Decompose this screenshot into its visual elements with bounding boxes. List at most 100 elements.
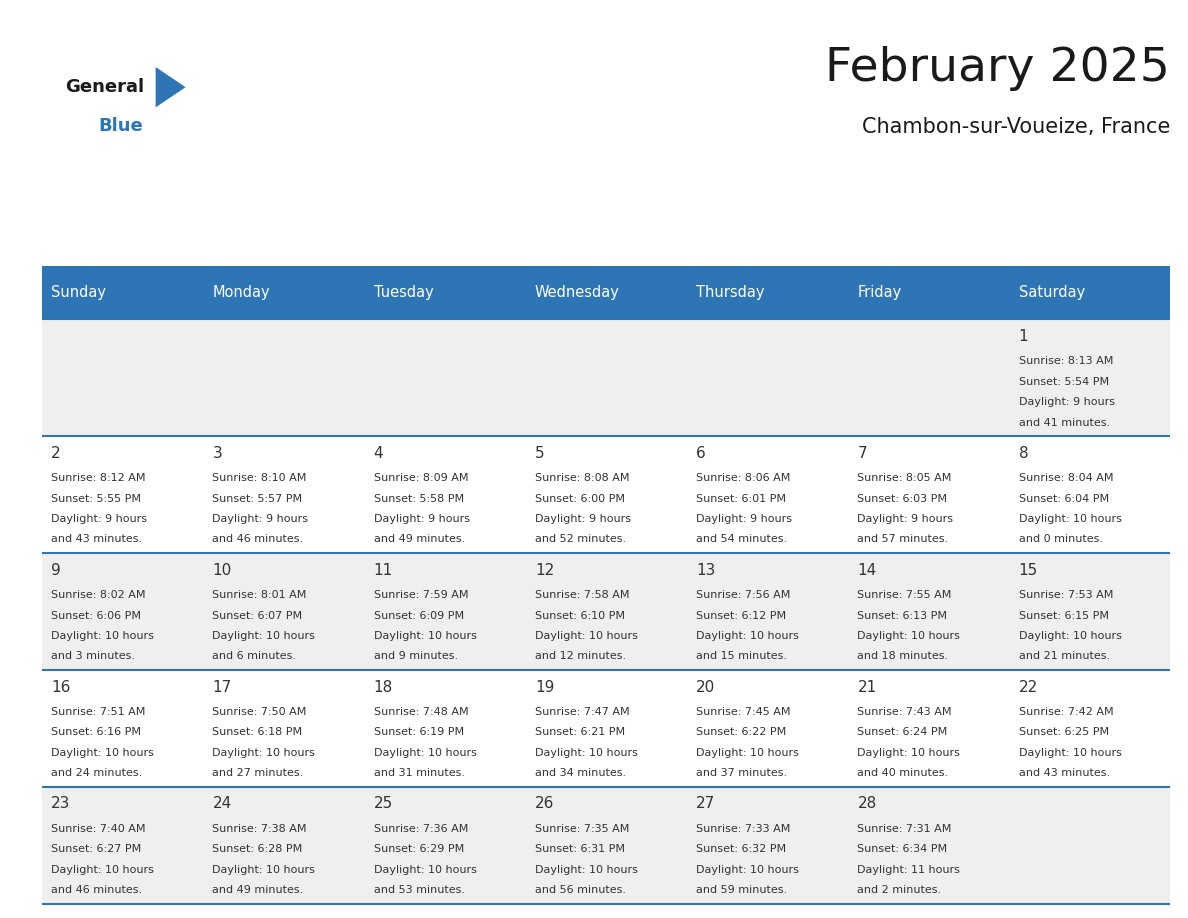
- Text: Sunset: 6:16 PM: Sunset: 6:16 PM: [51, 727, 141, 737]
- Text: and 21 minutes.: and 21 minutes.: [1018, 652, 1110, 662]
- Text: 8: 8: [1018, 445, 1029, 461]
- Text: Sunrise: 8:01 AM: Sunrise: 8:01 AM: [213, 590, 307, 600]
- Text: 2: 2: [51, 445, 61, 461]
- Text: Daylight: 10 hours: Daylight: 10 hours: [1018, 631, 1121, 641]
- Text: Sunrise: 7:53 AM: Sunrise: 7:53 AM: [1018, 590, 1113, 600]
- Text: 27: 27: [696, 797, 715, 812]
- Text: and 37 minutes.: and 37 minutes.: [696, 768, 788, 778]
- Text: 3: 3: [213, 445, 222, 461]
- Text: Sunset: 6:06 PM: Sunset: 6:06 PM: [51, 610, 141, 621]
- Text: Sunset: 6:24 PM: Sunset: 6:24 PM: [858, 727, 948, 737]
- Text: and 53 minutes.: and 53 minutes.: [374, 885, 465, 895]
- Text: and 46 minutes.: and 46 minutes.: [51, 885, 143, 895]
- Text: Daylight: 10 hours: Daylight: 10 hours: [51, 748, 154, 758]
- Bar: [42, 436, 1170, 554]
- Text: and 9 minutes.: and 9 minutes.: [374, 652, 457, 662]
- Text: 26: 26: [535, 797, 555, 812]
- Text: 14: 14: [858, 563, 877, 577]
- Text: Sunset: 6:03 PM: Sunset: 6:03 PM: [858, 494, 947, 504]
- Text: Sunset: 6:18 PM: Sunset: 6:18 PM: [213, 727, 303, 737]
- Text: Sunrise: 7:45 AM: Sunrise: 7:45 AM: [696, 707, 791, 717]
- Text: Sunset: 5:55 PM: Sunset: 5:55 PM: [51, 494, 141, 504]
- Text: Sunset: 5:57 PM: Sunset: 5:57 PM: [213, 494, 303, 504]
- Text: and 49 minutes.: and 49 minutes.: [213, 885, 304, 895]
- Text: 22: 22: [1018, 679, 1038, 695]
- Text: Sunset: 5:54 PM: Sunset: 5:54 PM: [1018, 376, 1108, 386]
- Text: Tuesday: Tuesday: [374, 285, 434, 300]
- Text: Daylight: 9 hours: Daylight: 9 hours: [51, 514, 147, 524]
- Text: Sunrise: 7:58 AM: Sunrise: 7:58 AM: [535, 590, 630, 600]
- Text: and 34 minutes.: and 34 minutes.: [535, 768, 626, 778]
- Text: Daylight: 9 hours: Daylight: 9 hours: [858, 514, 954, 524]
- Text: Sunrise: 8:05 AM: Sunrise: 8:05 AM: [858, 473, 952, 483]
- Text: Sunrise: 8:06 AM: Sunrise: 8:06 AM: [696, 473, 790, 483]
- Text: Sunset: 6:07 PM: Sunset: 6:07 PM: [213, 610, 303, 621]
- Text: and 52 minutes.: and 52 minutes.: [535, 534, 626, 544]
- Text: Daylight: 10 hours: Daylight: 10 hours: [535, 865, 638, 875]
- Bar: [525, 266, 687, 319]
- Text: Daylight: 10 hours: Daylight: 10 hours: [374, 865, 476, 875]
- Text: and 54 minutes.: and 54 minutes.: [696, 534, 788, 544]
- Bar: [42, 266, 203, 319]
- Text: and 18 minutes.: and 18 minutes.: [858, 652, 948, 662]
- Text: Sunset: 6:10 PM: Sunset: 6:10 PM: [535, 610, 625, 621]
- Text: Daylight: 10 hours: Daylight: 10 hours: [696, 748, 800, 758]
- Text: Sunrise: 7:43 AM: Sunrise: 7:43 AM: [858, 707, 952, 717]
- Text: Daylight: 10 hours: Daylight: 10 hours: [535, 631, 638, 641]
- Text: Sunrise: 7:42 AM: Sunrise: 7:42 AM: [1018, 707, 1113, 717]
- Text: and 6 minutes.: and 6 minutes.: [213, 652, 297, 662]
- Polygon shape: [156, 67, 185, 107]
- Text: Sunset: 6:22 PM: Sunset: 6:22 PM: [696, 727, 786, 737]
- Text: and 3 minutes.: and 3 minutes.: [51, 652, 135, 662]
- Text: Daylight: 10 hours: Daylight: 10 hours: [858, 748, 960, 758]
- Text: Sunset: 6:04 PM: Sunset: 6:04 PM: [1018, 494, 1108, 504]
- Text: Sunrise: 7:40 AM: Sunrise: 7:40 AM: [51, 824, 146, 834]
- Text: 9: 9: [51, 563, 61, 577]
- Text: Sunrise: 7:56 AM: Sunrise: 7:56 AM: [696, 590, 790, 600]
- Text: Sunrise: 8:04 AM: Sunrise: 8:04 AM: [1018, 473, 1113, 483]
- Text: Sunrise: 7:31 AM: Sunrise: 7:31 AM: [858, 824, 952, 834]
- Text: Sunrise: 8:12 AM: Sunrise: 8:12 AM: [51, 473, 146, 483]
- Text: Daylight: 9 hours: Daylight: 9 hours: [535, 514, 631, 524]
- Text: and 24 minutes.: and 24 minutes.: [51, 768, 143, 778]
- Text: 6: 6: [696, 445, 706, 461]
- Text: Daylight: 10 hours: Daylight: 10 hours: [374, 631, 476, 641]
- Text: Sunrise: 8:02 AM: Sunrise: 8:02 AM: [51, 590, 146, 600]
- Text: Daylight: 9 hours: Daylight: 9 hours: [213, 514, 309, 524]
- Text: Daylight: 10 hours: Daylight: 10 hours: [374, 748, 476, 758]
- Text: Sunrise: 7:48 AM: Sunrise: 7:48 AM: [374, 707, 468, 717]
- Text: Sunset: 6:09 PM: Sunset: 6:09 PM: [374, 610, 463, 621]
- Text: and 31 minutes.: and 31 minutes.: [374, 768, 465, 778]
- Text: and 56 minutes.: and 56 minutes.: [535, 885, 626, 895]
- Text: 23: 23: [51, 797, 70, 812]
- Bar: [203, 266, 364, 319]
- Text: Daylight: 10 hours: Daylight: 10 hours: [1018, 514, 1121, 524]
- Text: Sunrise: 7:38 AM: Sunrise: 7:38 AM: [213, 824, 307, 834]
- Text: 18: 18: [374, 679, 393, 695]
- Text: Monday: Monday: [213, 285, 270, 300]
- Text: Daylight: 10 hours: Daylight: 10 hours: [696, 865, 800, 875]
- Bar: [687, 266, 848, 319]
- Text: and 12 minutes.: and 12 minutes.: [535, 652, 626, 662]
- Text: Sunrise: 8:13 AM: Sunrise: 8:13 AM: [1018, 356, 1113, 366]
- Bar: [42, 554, 1170, 670]
- Text: 16: 16: [51, 679, 70, 695]
- Text: and 43 minutes.: and 43 minutes.: [1018, 768, 1110, 778]
- Text: February 2025: February 2025: [826, 46, 1170, 92]
- Text: and 2 minutes.: and 2 minutes.: [858, 885, 942, 895]
- Text: Daylight: 10 hours: Daylight: 10 hours: [858, 631, 960, 641]
- Text: 10: 10: [213, 563, 232, 577]
- Text: Sunrise: 7:51 AM: Sunrise: 7:51 AM: [51, 707, 146, 717]
- Text: Friday: Friday: [858, 285, 902, 300]
- Text: Sunset: 6:13 PM: Sunset: 6:13 PM: [858, 610, 947, 621]
- Text: Sunset: 6:19 PM: Sunset: 6:19 PM: [374, 727, 463, 737]
- Text: 28: 28: [858, 797, 877, 812]
- Text: General: General: [65, 78, 145, 96]
- Text: and 46 minutes.: and 46 minutes.: [213, 534, 304, 544]
- Text: Sunrise: 7:36 AM: Sunrise: 7:36 AM: [374, 824, 468, 834]
- Text: Sunrise: 7:35 AM: Sunrise: 7:35 AM: [535, 824, 630, 834]
- Text: Sunset: 6:29 PM: Sunset: 6:29 PM: [374, 845, 465, 855]
- Text: Sunrise: 7:59 AM: Sunrise: 7:59 AM: [374, 590, 468, 600]
- Text: Sunset: 5:58 PM: Sunset: 5:58 PM: [374, 494, 463, 504]
- Text: and 41 minutes.: and 41 minutes.: [1018, 418, 1110, 428]
